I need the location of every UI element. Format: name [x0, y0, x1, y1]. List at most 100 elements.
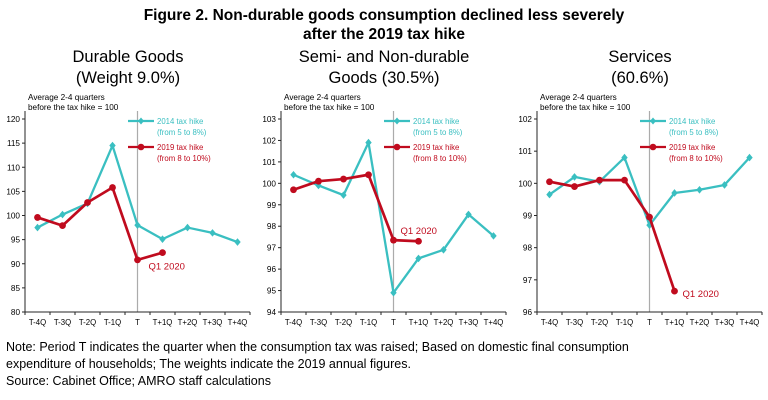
- figure-notes: Note: Period T indicates the quarter whe…: [6, 339, 768, 390]
- data-point-2014: [184, 223, 191, 232]
- x-tick-label: T-1Q: [616, 318, 633, 327]
- figure-title-line1: Figure 2. Non-durable goods consumption …: [143, 7, 625, 24]
- y-tick-label: 100: [262, 179, 276, 188]
- y-tick-label: 90: [11, 260, 21, 269]
- panel-title-line2: (Weight 9.0%): [75, 69, 181, 87]
- y-tick-label: 105: [6, 187, 20, 196]
- series-line-2019: [292, 173, 420, 243]
- legend-label-2019: (from 8 to 10%): [669, 154, 723, 163]
- x-tick-label: T: [647, 318, 652, 327]
- x-tick-label: T-1Q: [360, 318, 377, 327]
- x-tick-label: T-4Q: [541, 318, 558, 327]
- panel-title-line2: (60.6%): [611, 69, 669, 87]
- x-tick-label: T-3Q: [310, 318, 327, 327]
- q1-2020-annotation: Q1 2020: [683, 289, 719, 300]
- data-point-2014: [234, 238, 241, 246]
- y-tick-label: 101: [262, 158, 276, 167]
- panel-services: Services (60.6%) Average 2-4 quarters bef…: [512, 44, 768, 334]
- x-tick-label: T+2Q: [690, 318, 710, 327]
- legend-marker-2019: [393, 143, 401, 151]
- axis-note: Average 2-4 quarters: [28, 93, 105, 102]
- figure-title: Figure 2. Non-durable goods consumption …: [0, 0, 768, 44]
- data-point-2019: [159, 249, 166, 257]
- data-point-2014: [696, 185, 703, 194]
- y-tick-label: 94: [267, 308, 277, 317]
- data-point-2014: [159, 235, 166, 243]
- legend-marker-2019: [137, 143, 145, 151]
- figure-title-line2: after the 2019 tax hike: [303, 26, 465, 43]
- y-tick-label: 98: [523, 244, 533, 253]
- x-tick-label: T+1Q: [409, 318, 429, 327]
- data-point-2014: [465, 210, 472, 219]
- data-point-2019: [365, 171, 372, 179]
- panel-title-line1: Durable Goods: [72, 48, 184, 66]
- chart-durable-goods: Average 2-4 quarters before the tax hike …: [0, 89, 256, 334]
- x-tick-label: T+1Q: [153, 318, 173, 327]
- q1-2020-annotation: Q1 2020: [401, 226, 437, 237]
- x-tick-label: T-1Q: [104, 318, 121, 327]
- panel-title-semi-nondurable: Semi- and Non-durable Goods (30.5%): [256, 47, 512, 89]
- x-tick-label: T-4Q: [29, 318, 46, 327]
- panel-title-line1: Semi- and Non-durable: [298, 48, 470, 66]
- x-tick-label: T+2Q: [434, 318, 454, 327]
- data-point-2014: [490, 232, 497, 240]
- panel-durable-goods: Durable Goods (Weight 9.0%) Average 2-4 …: [0, 44, 256, 334]
- x-tick-label: T-2Q: [79, 318, 96, 327]
- legend-label-2014: 2014 tax hike: [669, 117, 715, 126]
- data-point-2019: [109, 184, 116, 191]
- data-point-2014: [390, 288, 397, 297]
- data-point-2019: [315, 177, 322, 185]
- chart-semi-nondurable-goods: Average 2-4 quarters before the tax hike …: [256, 89, 512, 334]
- y-tick-label: 102: [518, 115, 532, 124]
- legend-label-2014: (from 5 to 8%): [669, 128, 719, 137]
- series-line-2019: [36, 186, 164, 262]
- data-point-2014: [621, 153, 628, 162]
- data-point-2019: [621, 176, 628, 184]
- y-tick-label: 99: [267, 201, 277, 210]
- y-tick-label: 115: [7, 139, 20, 148]
- y-tick-label: 99: [523, 212, 533, 221]
- y-tick-label: 103: [262, 115, 276, 124]
- data-point-2019: [415, 237, 422, 245]
- y-tick-label: 102: [262, 136, 276, 145]
- x-tick-label: T-4Q: [285, 318, 302, 327]
- axis-note: Average 2-4 quarters: [284, 93, 361, 102]
- data-point-2014: [59, 210, 66, 219]
- legend-entry-2014: 2014 tax hike (from 5 to 8%): [128, 117, 207, 137]
- x-tick-label: T-2Q: [591, 318, 608, 327]
- legend-label-2019: (from 8 to 10%): [157, 154, 211, 163]
- legend-entry-2019: 2019 tax hike (from 8 to 10%): [384, 143, 467, 163]
- data-point-2019: [84, 199, 91, 206]
- data-point-2019: [290, 186, 297, 194]
- data-point-2014: [646, 221, 653, 229]
- axis-note: before the tax hike = 100: [284, 103, 375, 112]
- panels-row: Durable Goods (Weight 9.0%) Average 2-4 …: [0, 44, 768, 334]
- panel-title-line2: Goods (30.5%): [328, 69, 440, 87]
- data-point-2014: [415, 254, 422, 263]
- x-tick-label: T+2Q: [178, 318, 198, 327]
- x-tick-label: T: [135, 318, 140, 327]
- y-tick-label: 101: [518, 147, 532, 156]
- legend-label-2019: (from 8 to 10%): [413, 154, 467, 163]
- x-tick-label: T-3Q: [54, 318, 71, 327]
- legend-marker-2019: [649, 143, 657, 151]
- y-tick-label: 100: [518, 179, 532, 188]
- y-tick-label: 95: [267, 287, 277, 296]
- legend-marker-2014: [394, 117, 400, 125]
- legend-label-2014: 2014 tax hike: [157, 117, 203, 126]
- data-point-2019: [646, 213, 653, 221]
- panel-title-durable: Durable Goods (Weight 9.0%): [0, 47, 256, 89]
- x-tick-label: T: [391, 318, 396, 327]
- y-tick-label: 95: [11, 236, 21, 245]
- q1-2020-annotation: Q1 2020: [149, 262, 185, 273]
- legend-entry-2014: 2014 tax hike (from 5 to 8%): [384, 117, 463, 137]
- chart-services: Average 2-4 quarters before the tax hike …: [512, 89, 768, 334]
- note-line1: Note: Period T indicates the quarter whe…: [6, 340, 629, 354]
- data-point-2014: [134, 221, 141, 229]
- data-point-2019: [571, 183, 578, 190]
- axis-note: Average 2-4 quarters: [540, 93, 617, 102]
- y-tick-label: 97: [523, 276, 533, 285]
- data-point-2014: [340, 191, 347, 199]
- axis-note: before the tax hike = 100: [540, 103, 631, 112]
